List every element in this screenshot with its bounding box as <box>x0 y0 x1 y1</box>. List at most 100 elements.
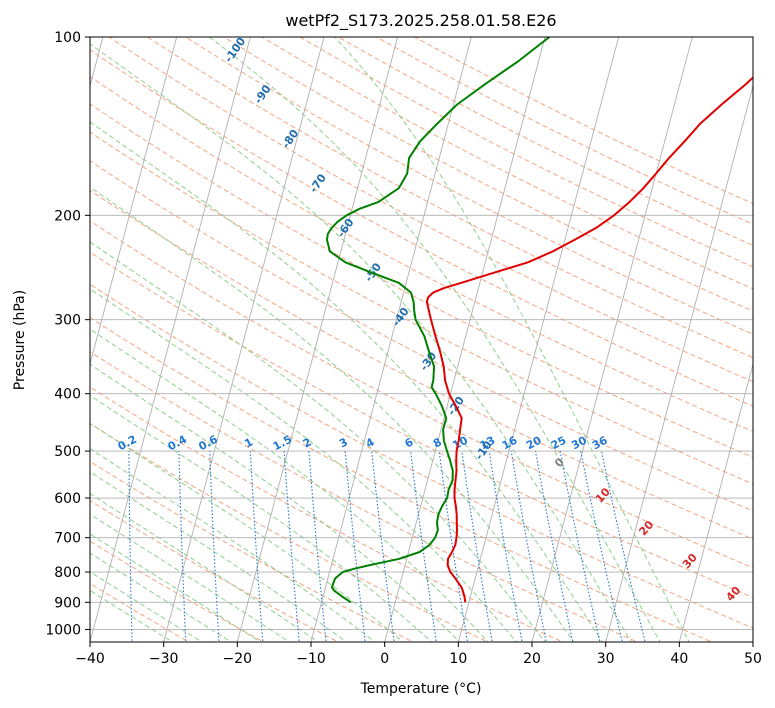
dry-adiabat-line <box>108 37 753 383</box>
x-tick-label: 40 <box>670 651 688 667</box>
moist-adiabat-label: -90 <box>252 82 274 106</box>
mixing-ratio-line <box>128 451 133 642</box>
dry-adiabat-line <box>90 251 753 599</box>
y-tick-label: 100 <box>54 30 81 46</box>
moist-adiabat-label: -60 <box>335 216 357 240</box>
mixing-ratio-line <box>249 451 264 642</box>
mixing-ratio-label: 13 <box>478 434 498 453</box>
dry-adiabat-label: 0 <box>552 455 567 470</box>
mixing-ratio-line <box>559 450 601 642</box>
x-axis-ticks: −40 −30 −20 −10 0 10 20 30 40 50 <box>75 642 762 667</box>
mixing-ratio-line <box>510 451 547 642</box>
mixing-ratio-line <box>371 451 395 642</box>
y-tick-label: 600 <box>54 491 81 507</box>
dry-adiabat-line <box>90 76 753 433</box>
y-tick-label: 800 <box>54 565 81 581</box>
moist-adiabat-line <box>90 288 518 642</box>
x-tick-label: −10 <box>296 651 326 667</box>
mixing-ratio-label: 1 <box>242 435 255 450</box>
isotherm-line <box>90 37 178 366</box>
moist-adiabat-line <box>334 37 690 642</box>
temperature-profile-line <box>425 76 753 603</box>
dry-adiabat-line <box>147 37 753 359</box>
isotherm-line <box>310 37 472 642</box>
dry-adiabat-line <box>90 283 753 629</box>
y-tick-label: 900 <box>54 595 81 611</box>
mixing-ratio-line <box>82 451 83 644</box>
moist-adiabat-line <box>90 533 262 642</box>
mixing-ratio-label: 0.6 <box>196 433 220 454</box>
y-tick-label: 1000 <box>45 622 81 638</box>
mixing-ratio-line <box>178 451 187 642</box>
moist-adiabat-line <box>90 422 404 642</box>
dry-adiabat-line <box>90 540 265 642</box>
moist-adiabat-line <box>90 492 319 642</box>
plot-frame <box>89 36 754 643</box>
dry-adiabat-line <box>261 37 753 290</box>
isobars <box>90 37 753 630</box>
mixing-ratio-line <box>461 451 493 642</box>
dry-adiabat-label: 10 <box>593 485 613 505</box>
mixing-ratio-label: 4 <box>364 435 377 450</box>
dry-adiabat-line <box>185 37 753 335</box>
moist-adiabats <box>90 37 690 642</box>
dry-adiabat-line <box>223 37 753 312</box>
mixing-ratio-line <box>410 451 437 642</box>
isotherm-line <box>457 37 620 642</box>
y-tick-label: 700 <box>54 531 81 547</box>
moist-adiabat-line <box>90 571 203 642</box>
dry-adiabat-line <box>90 386 564 642</box>
mixing-ratio-line <box>283 451 300 642</box>
moist-adiabat-label: -80 <box>279 127 301 151</box>
dry-adiabat-line <box>90 103 753 458</box>
dry-adiabats <box>90 37 753 642</box>
dry-adiabat-label: 20 <box>636 518 656 538</box>
isotherm-line <box>163 37 325 642</box>
mixing-ratio-label: 3 <box>337 435 350 450</box>
isotherm-line <box>605 84 753 642</box>
x-tick-label: 0 <box>380 651 389 667</box>
moist-adiabat-line <box>90 43 632 642</box>
dry-adiabat-line <box>90 423 489 642</box>
x-axis-label: Temperature (°C) <box>360 681 482 697</box>
y-axis-ticks: 1000 900 800 700 600 500 400 300 200 100 <box>45 30 90 638</box>
mixing-ratio-line <box>438 451 469 642</box>
x-tick-label: −40 <box>75 651 105 667</box>
mixing-ratio-label: 1.5 <box>271 433 294 454</box>
mixing-ratio-label: 8 <box>431 435 444 450</box>
mixing-ratio-label: 25 <box>549 434 569 453</box>
mixing-ratio-label: 0.1 <box>69 433 92 454</box>
mixing-ratio-lines <box>82 450 646 644</box>
isotherm-line <box>236 37 399 642</box>
dry-adiabat-line <box>337 37 753 246</box>
y-tick-label: 200 <box>54 208 81 224</box>
y-tick-label: 300 <box>54 313 81 329</box>
moist-adiabat-label: -40 <box>390 305 412 329</box>
isotherm-line <box>384 37 546 642</box>
isotherms <box>90 37 753 642</box>
mixing-ratio-line <box>209 451 220 642</box>
mixing-ratio-label: 10 <box>450 433 470 452</box>
isotherm-line <box>90 37 251 642</box>
mixing-ratio-label: 20 <box>524 434 544 453</box>
moist-adiabat-line <box>90 552 233 642</box>
moist-adiabat-line <box>90 471 348 642</box>
dry-adiabat-line <box>90 189 753 540</box>
x-tick-label: 20 <box>523 651 541 667</box>
dry-adiabat-label: 30 <box>680 551 700 571</box>
x-tick-label: −30 <box>149 651 179 667</box>
x-tick-label: 30 <box>597 651 615 667</box>
x-tick-label: −20 <box>223 651 253 667</box>
moist-adiabat-line <box>90 241 546 642</box>
dewpoint-profile-line <box>326 37 551 604</box>
mixing-ratio-line <box>488 451 523 642</box>
moist-adiabat-line <box>90 447 376 642</box>
y-tick-label: 500 <box>54 444 81 460</box>
mixing-ratio-line <box>534 451 574 642</box>
dry-adiabat-line <box>90 160 753 512</box>
isotherm-line <box>752 640 753 642</box>
y-tick-label: 400 <box>54 387 81 403</box>
moist-adiabat-label: -70 <box>307 171 329 195</box>
y-axis-label: Pressure (hPa) <box>12 290 28 390</box>
